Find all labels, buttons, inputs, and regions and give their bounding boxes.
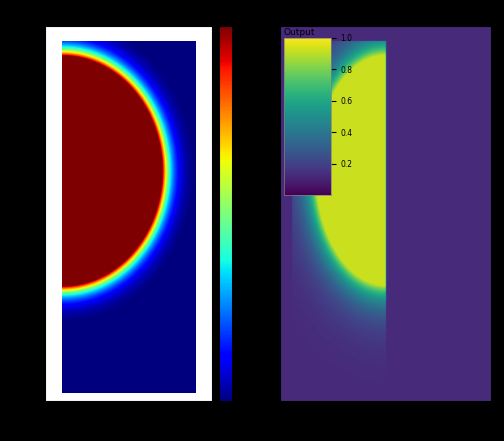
Y-axis label: mm: mm xyxy=(1,204,11,224)
X-axis label: mm: mm xyxy=(119,426,138,436)
